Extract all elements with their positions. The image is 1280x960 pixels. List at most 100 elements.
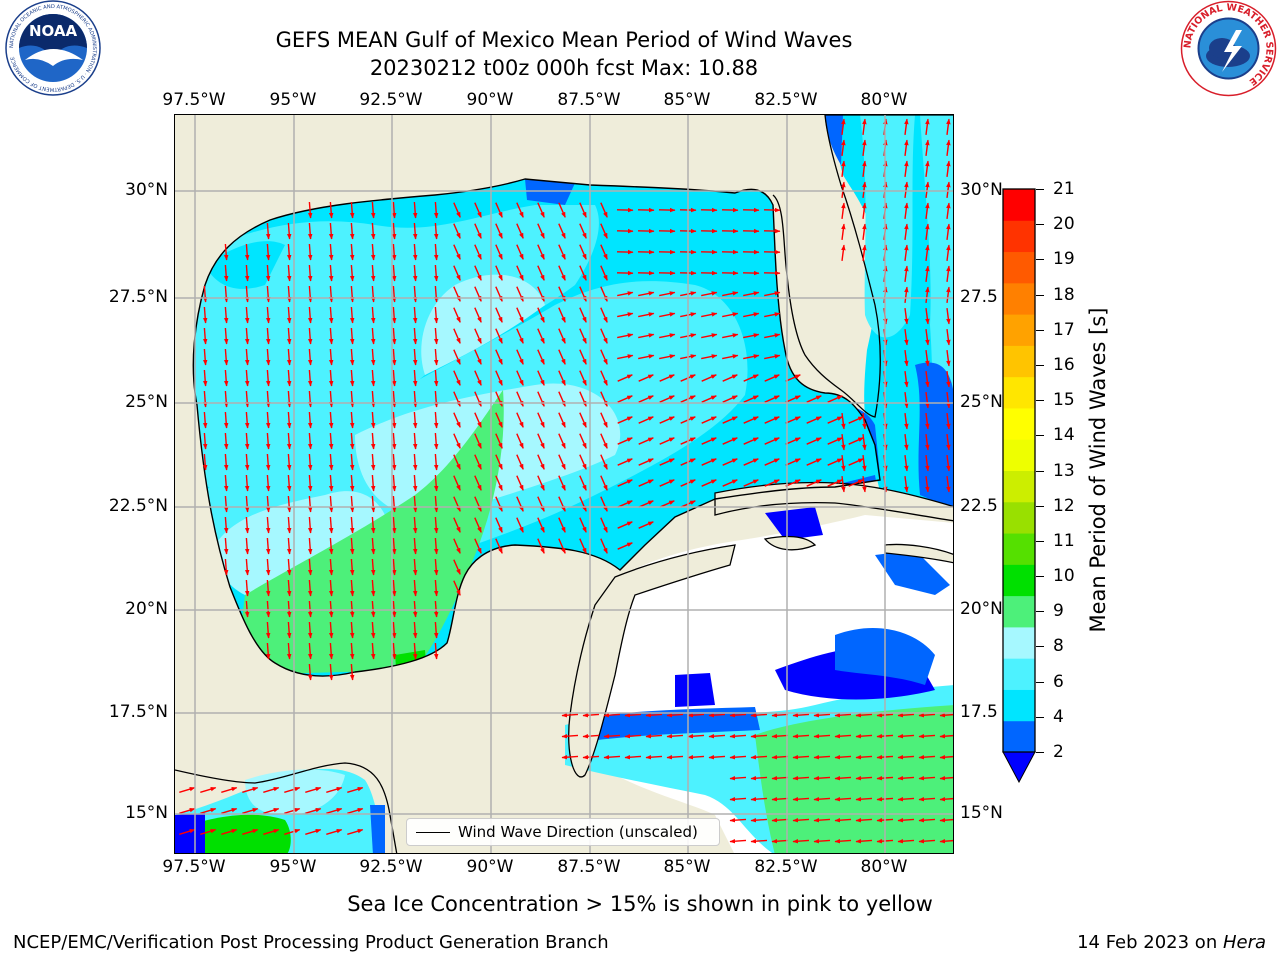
wind-wave-arrow bbox=[349, 579, 355, 597]
wind-wave-arrow bbox=[349, 495, 355, 513]
wind-wave-arrow bbox=[806, 416, 822, 424]
wind-wave-arrow bbox=[834, 817, 852, 823]
wind-wave-arrow bbox=[474, 517, 482, 533]
wind-wave-arrow bbox=[600, 517, 608, 533]
wind-wave-arrow bbox=[537, 265, 545, 281]
wind-wave-arrow bbox=[750, 775, 768, 781]
wind-wave-arrow bbox=[307, 285, 313, 303]
wind-wave-arrow bbox=[453, 370, 461, 386]
wind-wave-arrow bbox=[638, 500, 654, 508]
wind-wave-arrow bbox=[666, 754, 684, 760]
wind-wave-arrow bbox=[349, 327, 355, 345]
colorbar-band bbox=[1003, 720, 1035, 753]
wind-wave-arrow bbox=[946, 308, 951, 325]
wind-wave-arrow bbox=[792, 817, 810, 823]
wind-wave-arrow bbox=[223, 390, 229, 408]
wind-wave-arrow bbox=[848, 479, 864, 487]
wind-wave-arrow bbox=[827, 437, 843, 445]
wind-wave-arrow bbox=[904, 413, 909, 430]
colorbar-band bbox=[1003, 564, 1035, 597]
wind-wave-arrow bbox=[284, 828, 301, 835]
footer-date-text: 14 Feb 2023 on bbox=[1077, 932, 1223, 953]
wind-wave-arrow bbox=[349, 558, 355, 576]
colorbar-band bbox=[1003, 345, 1035, 378]
wind-wave-arrow bbox=[412, 285, 418, 303]
wind-wave-arrow bbox=[307, 558, 313, 576]
wind-wave-arrow bbox=[328, 411, 334, 429]
wind-wave-arrow bbox=[722, 312, 739, 318]
wind-wave-arrow bbox=[202, 285, 208, 303]
wind-wave-arrow bbox=[904, 202, 909, 219]
wind-wave-arrow bbox=[687, 712, 705, 718]
wind-wave-arrow bbox=[792, 733, 810, 739]
wind-wave-arrow bbox=[370, 642, 376, 660]
wind-wave-arrow bbox=[495, 538, 503, 554]
wind-wave-arrow bbox=[474, 496, 482, 512]
wind-wave-arrow bbox=[904, 329, 909, 346]
wind-wave-arrow bbox=[433, 201, 439, 219]
wind-wave-arrow bbox=[286, 243, 292, 261]
wind-wave-arrow bbox=[286, 621, 292, 639]
wind-wave-arrow bbox=[328, 558, 334, 576]
wind-wave-arrow bbox=[764, 479, 780, 487]
wind-wave-arrow bbox=[771, 733, 789, 739]
wind-wave-arrow bbox=[223, 432, 229, 450]
wind-wave-arrow bbox=[349, 306, 355, 324]
wind-wave-arrow bbox=[925, 434, 930, 451]
colorbar-tick: 21 bbox=[1053, 179, 1075, 199]
wind-wave-arrow bbox=[349, 516, 355, 534]
wind-wave-arrow bbox=[286, 558, 292, 576]
wind-wave-arrow bbox=[722, 416, 738, 424]
wind-wave-arrow bbox=[600, 454, 608, 470]
wind-wave-arrow bbox=[792, 712, 810, 718]
wind-wave-arrow bbox=[284, 807, 301, 814]
wind-wave-arrow bbox=[925, 308, 930, 325]
wind-wave-arrow bbox=[370, 453, 376, 471]
wind-wave-arrow bbox=[221, 786, 238, 793]
wind-wave-arrow bbox=[897, 733, 915, 739]
wind-wave-arrow bbox=[516, 244, 524, 260]
wind-wave-arrow bbox=[412, 621, 418, 639]
wind-wave-arrow bbox=[897, 712, 915, 718]
wind-wave-arrow bbox=[659, 312, 676, 318]
wind-wave-arrow bbox=[743, 374, 759, 382]
wind-wave-arrow bbox=[862, 181, 867, 198]
colorbar-tick-mark bbox=[1036, 716, 1044, 718]
wind-wave-arrow bbox=[897, 775, 915, 781]
wind-wave-arrow bbox=[638, 333, 655, 339]
colorbar-tick: 15 bbox=[1053, 390, 1075, 411]
wind-wave-arrow bbox=[729, 796, 747, 802]
top-tick: 90°W bbox=[466, 90, 514, 110]
wind-wave-arrow bbox=[806, 458, 822, 466]
wind-wave-arrow bbox=[202, 369, 208, 387]
wind-wave-arrow bbox=[223, 369, 229, 387]
wind-wave-arrow bbox=[223, 306, 229, 324]
bottom-tick: 87.5°W bbox=[557, 857, 621, 877]
wind-wave-arrow bbox=[925, 286, 930, 303]
colorbar-bands bbox=[1003, 189, 1035, 753]
wind-wave-arrow bbox=[495, 517, 503, 533]
right-tick: 25°N bbox=[960, 392, 1003, 412]
wind-wave-arrow bbox=[305, 786, 322, 793]
wind-wave-arrow bbox=[558, 349, 566, 365]
wind-wave-arrow bbox=[939, 838, 953, 844]
wind-wave-arrow bbox=[223, 537, 229, 555]
wind-wave-arrow bbox=[453, 559, 461, 575]
wind-wave-arrow bbox=[286, 516, 292, 534]
wind-wave-arrow bbox=[265, 621, 271, 639]
wind-wave-arrow bbox=[806, 437, 822, 445]
wind-wave-arrow bbox=[286, 579, 292, 597]
wind-wave-arrow bbox=[265, 516, 271, 534]
wind-wave-arrow bbox=[771, 712, 789, 718]
wind-wave-arrow bbox=[813, 733, 831, 739]
wind-wave-arrow bbox=[708, 733, 726, 739]
wind-wave-arrow bbox=[453, 223, 461, 239]
wind-wave-arrow bbox=[265, 474, 271, 492]
wind-wave-arrow bbox=[453, 538, 461, 554]
wind-wave-arrow bbox=[223, 348, 229, 366]
wind-wave-arrow bbox=[286, 285, 292, 303]
wind-wave-arrow bbox=[946, 455, 951, 472]
wind-wave-arrow bbox=[474, 454, 482, 470]
wind-wave-arrow bbox=[307, 390, 313, 408]
colorbar-tick: 8 bbox=[1053, 636, 1064, 657]
